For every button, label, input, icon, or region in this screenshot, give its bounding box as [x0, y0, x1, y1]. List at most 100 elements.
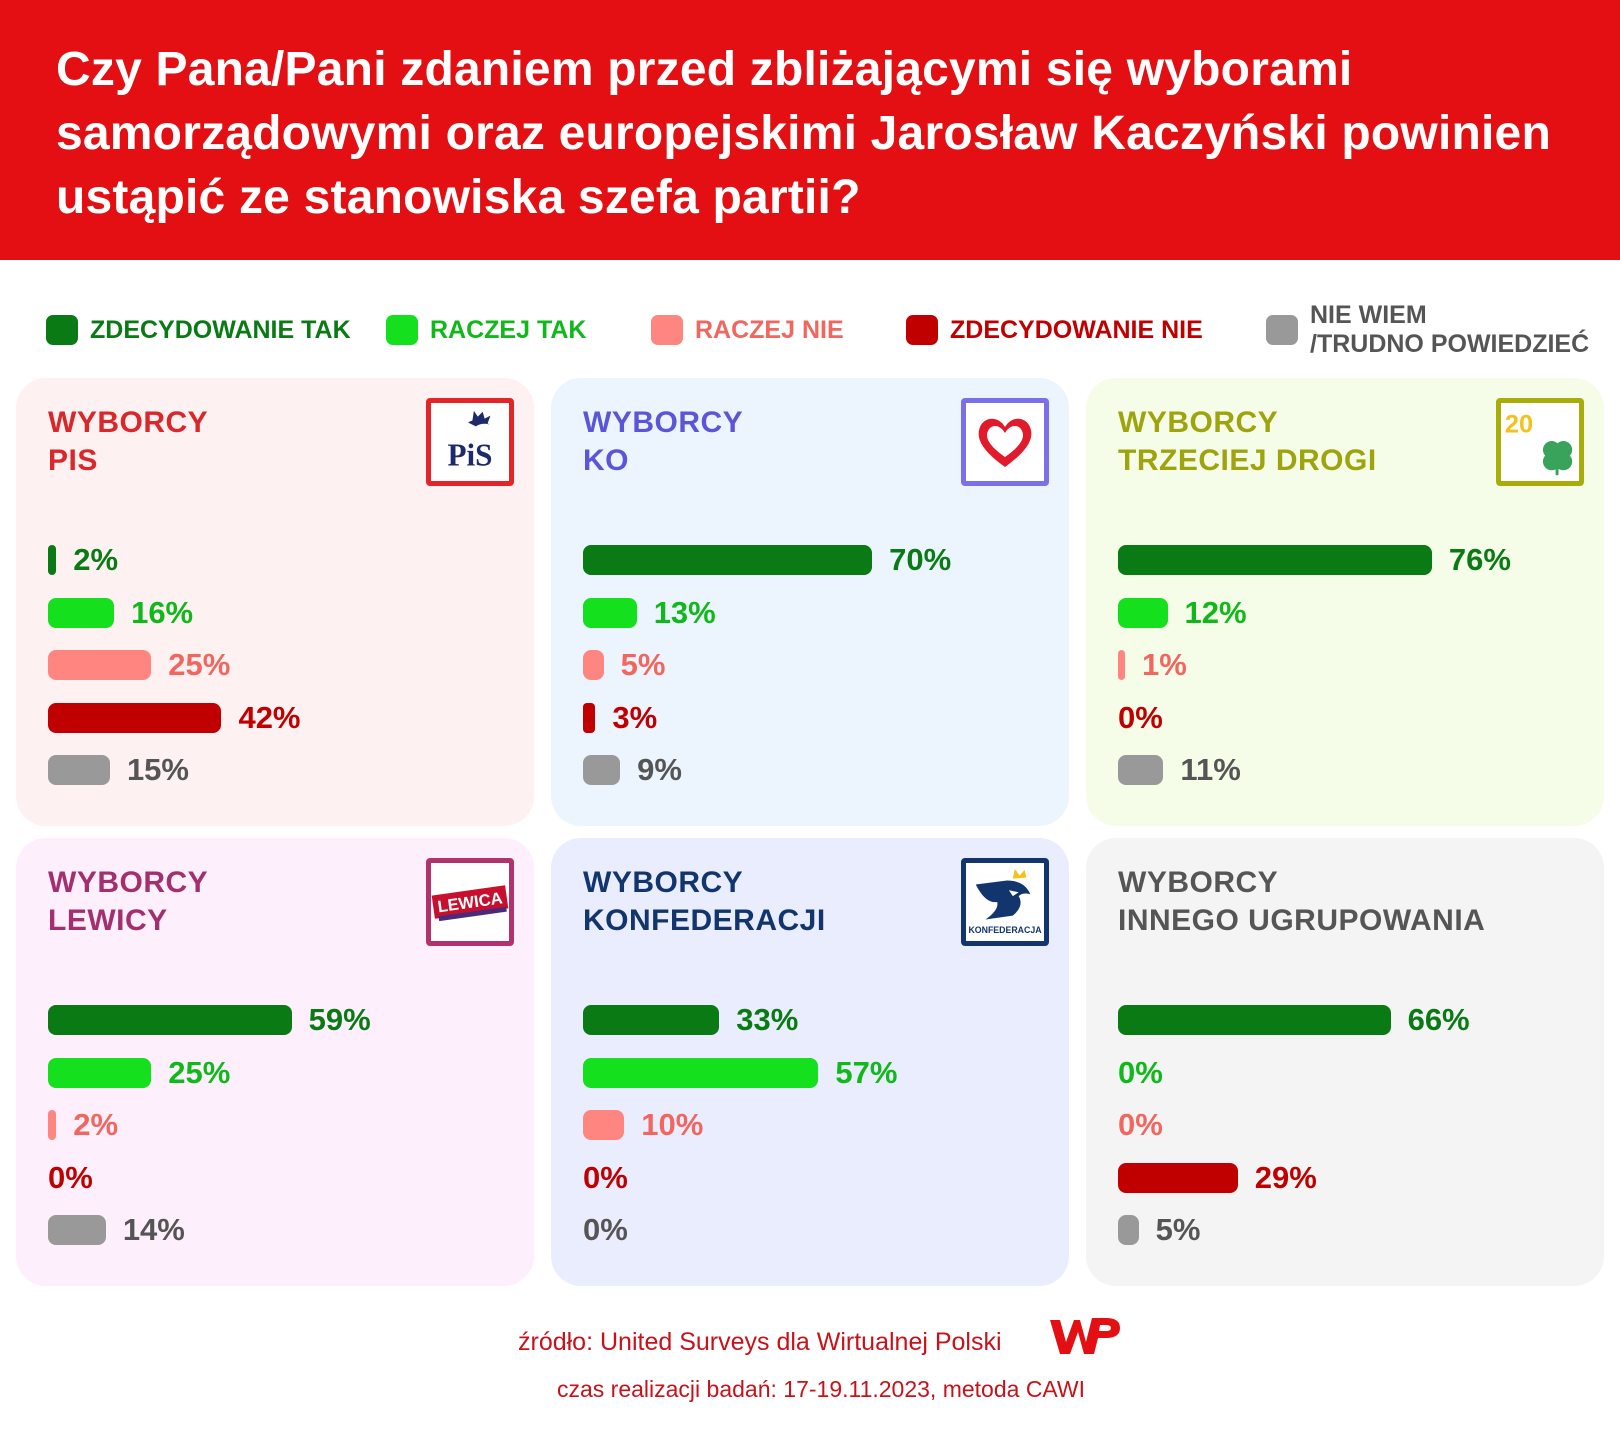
legend-label: NIE WIEM /TRUDNO POWIEDZIEĆ: [1310, 301, 1589, 359]
eagle-shape: [975, 880, 1031, 920]
panel-wyborcy-konfederacji: WYBORCY KONFEDERACJI KONFEDERACJA 33% 57%…: [551, 838, 1069, 1286]
bar-value-label: 0%: [48, 1159, 93, 1195]
konfederacja-logo-graphic: KONFEDERACJA: [968, 868, 1042, 935]
legend-item-zdecydowanie-nie: ZDECYDOWANIE NIE: [906, 300, 1203, 360]
bar-value-label: 76%: [1448, 542, 1511, 577]
bar-row-nie-wiem: 5%: [1118, 1210, 1588, 1250]
bar-row-nie-wiem: 15%: [48, 750, 518, 790]
bar-row-nie-wiem: 0%: [583, 1210, 1053, 1250]
panel-wyborcy-trzeciej-drogi: WYBORCY TRZECIEJ DROGI 20 76% 12% 1% 0% 11%: [1086, 378, 1604, 826]
legend-label: ZDECYDOWANIE NIE: [950, 315, 1203, 344]
bar-value-label: 59%: [308, 1002, 371, 1037]
bar-zdecydowanie-tak: [583, 1005, 720, 1035]
bar-row-nie-wiem: 9%: [583, 750, 1053, 790]
bar-row-zdecydowanie-nie: 0%: [1118, 698, 1588, 738]
bar-value-label: 2%: [73, 1107, 119, 1142]
panel-title-line: LEWICY: [48, 904, 168, 937]
pis-logo-text: PiS: [447, 437, 492, 472]
bar-raczej-nie: [1118, 650, 1125, 680]
heart-logo: [961, 398, 1049, 486]
legend-swatch: [651, 315, 683, 345]
bar-row-raczej-tak: 57%: [583, 1053, 1053, 1093]
bar-row-raczej-tak: 13%: [583, 593, 1053, 633]
panel-title: WYBORCY KONFEDERACJI: [583, 864, 826, 940]
bar-nie-wiem: [48, 755, 110, 785]
bar-value-label: 2%: [73, 542, 119, 577]
bar-value-label: 0%: [583, 1159, 628, 1195]
bar-zdecydowanie-tak: [48, 1005, 292, 1035]
footer: źródło: United Surveys dla Wirtualnej Po…: [0, 1310, 1620, 1420]
bar-value-label: 29%: [1254, 1159, 1317, 1195]
bar-zdecydowanie-nie: [48, 702, 222, 733]
bar-row-raczej-tak: 25%: [48, 1053, 518, 1093]
legend-label: ZDECYDOWANIE TAK: [90, 315, 351, 344]
bar-value-label: 66%: [1407, 1002, 1470, 1037]
panel-title: WYBORCY KO: [583, 404, 743, 480]
panel-title: WYBORCY PIS: [48, 404, 208, 480]
legend-item-zdecydowanie-tak: ZDECYDOWANIE TAK: [46, 300, 351, 360]
lewica-stripe: [438, 906, 507, 922]
bar-value-label: 57%: [835, 1054, 898, 1090]
bar-value-label: 10%: [641, 1107, 704, 1142]
bar-row-zdecydowanie-tak: 2%: [48, 540, 518, 580]
konfederacja-logo: KONFEDERACJA: [961, 858, 1049, 946]
bar-value-label: 16%: [131, 594, 194, 630]
bar-value-label: 9%: [637, 752, 682, 787]
bar-nie-wiem: [48, 1215, 106, 1245]
bar-value-label: 70%: [889, 542, 952, 577]
legend-label: RACZEJ TAK: [430, 315, 587, 344]
legend-item-raczej-tak: RACZEJ TAK: [386, 300, 586, 360]
clover-leaf: [1554, 452, 1573, 471]
legend-swatch: [906, 315, 938, 345]
bar-value-label: 42%: [238, 699, 301, 735]
bar-zdecydowanie-tak: [48, 545, 57, 575]
bar-value-label: 3%: [612, 699, 658, 735]
panel-wyborcy-pis: WYBORCY PIS PiS 2% 16% 25% 42% 15%: [16, 378, 534, 826]
bar-raczej-tak: [48, 597, 115, 628]
bar-value-label: 0%: [1118, 1054, 1163, 1090]
bar-value-label: 5%: [620, 647, 666, 682]
panel-title-line: INNEGO UGRUPOWANIA: [1118, 904, 1486, 937]
pis-logo-graphic: PiS: [447, 410, 493, 472]
bar-nie-wiem: [1118, 755, 1164, 785]
bar-row-zdecydowanie-nie: 0%: [48, 1158, 518, 1198]
bar-raczej-tak: [48, 1057, 152, 1088]
panel-wyborcy-ko: WYBORCY KO 70% 13% 5% 3% 9%: [551, 378, 1069, 826]
legend-label: RACZEJ NIE: [695, 315, 844, 344]
bar-raczej-nie: [48, 1110, 57, 1140]
bar-chart: 66% 0% 0% 29% 5%: [1118, 1000, 1588, 1270]
bar-nie-wiem: [583, 755, 621, 785]
lewica-logo-graphic: LEWICA: [431, 885, 509, 922]
bar-row-zdecydowanie-tak: 59%: [48, 1000, 518, 1040]
bar-value-label: 5%: [1155, 1212, 1201, 1247]
bar-row-raczej-tak: 16%: [48, 593, 518, 633]
panel-title-line: WYBORCY: [1118, 866, 1279, 899]
trzecia-droga-graphic: 20: [1505, 410, 1573, 476]
bar-zdecydowanie-tak: [583, 545, 873, 575]
bar-raczej-nie: [583, 1110, 625, 1140]
legend-swatch: [46, 315, 78, 345]
bar-value-label: 25%: [168, 1054, 231, 1090]
lewica-logo: LEWICA: [426, 858, 514, 946]
legend-item-nie-wiem: NIE WIEM /TRUDNO POWIEDZIEĆ: [1266, 300, 1589, 360]
bar-value-label: 25%: [168, 647, 231, 682]
bar-value-label: 0%: [1118, 699, 1163, 735]
panel-title-line: KONFEDERACJI: [583, 904, 826, 937]
panel-title-line: TRZECIEJ DROGI: [1118, 444, 1377, 477]
source-text: źródło: United Surveys dla Wirtualnej Po…: [518, 1328, 1002, 1356]
bar-row-raczej-tak: 0%: [1118, 1053, 1588, 1093]
panel-title-line: KO: [583, 444, 629, 477]
bar-row-zdecydowanie-tak: 76%: [1118, 540, 1588, 580]
bar-zdecydowanie-nie: [1118, 1162, 1238, 1193]
bar-row-zdecydowanie-tak: 33%: [583, 1000, 1053, 1040]
bar-row-nie-wiem: 14%: [48, 1210, 518, 1250]
td-number: 20: [1505, 410, 1533, 438]
bar-value-label: 1%: [1142, 647, 1187, 682]
legend-item-raczej-nie: RACZEJ NIE: [651, 300, 844, 360]
bar-row-raczej-nie: 5%: [583, 645, 1053, 685]
bar-value-label: 14%: [122, 1212, 185, 1247]
crown-shape: [1012, 868, 1027, 879]
panel-title-line: WYBORCY: [48, 406, 209, 439]
bar-row-raczej-nie: 1%: [1118, 645, 1588, 685]
bar-chart: 76% 12% 1% 0% 11%: [1118, 540, 1588, 810]
